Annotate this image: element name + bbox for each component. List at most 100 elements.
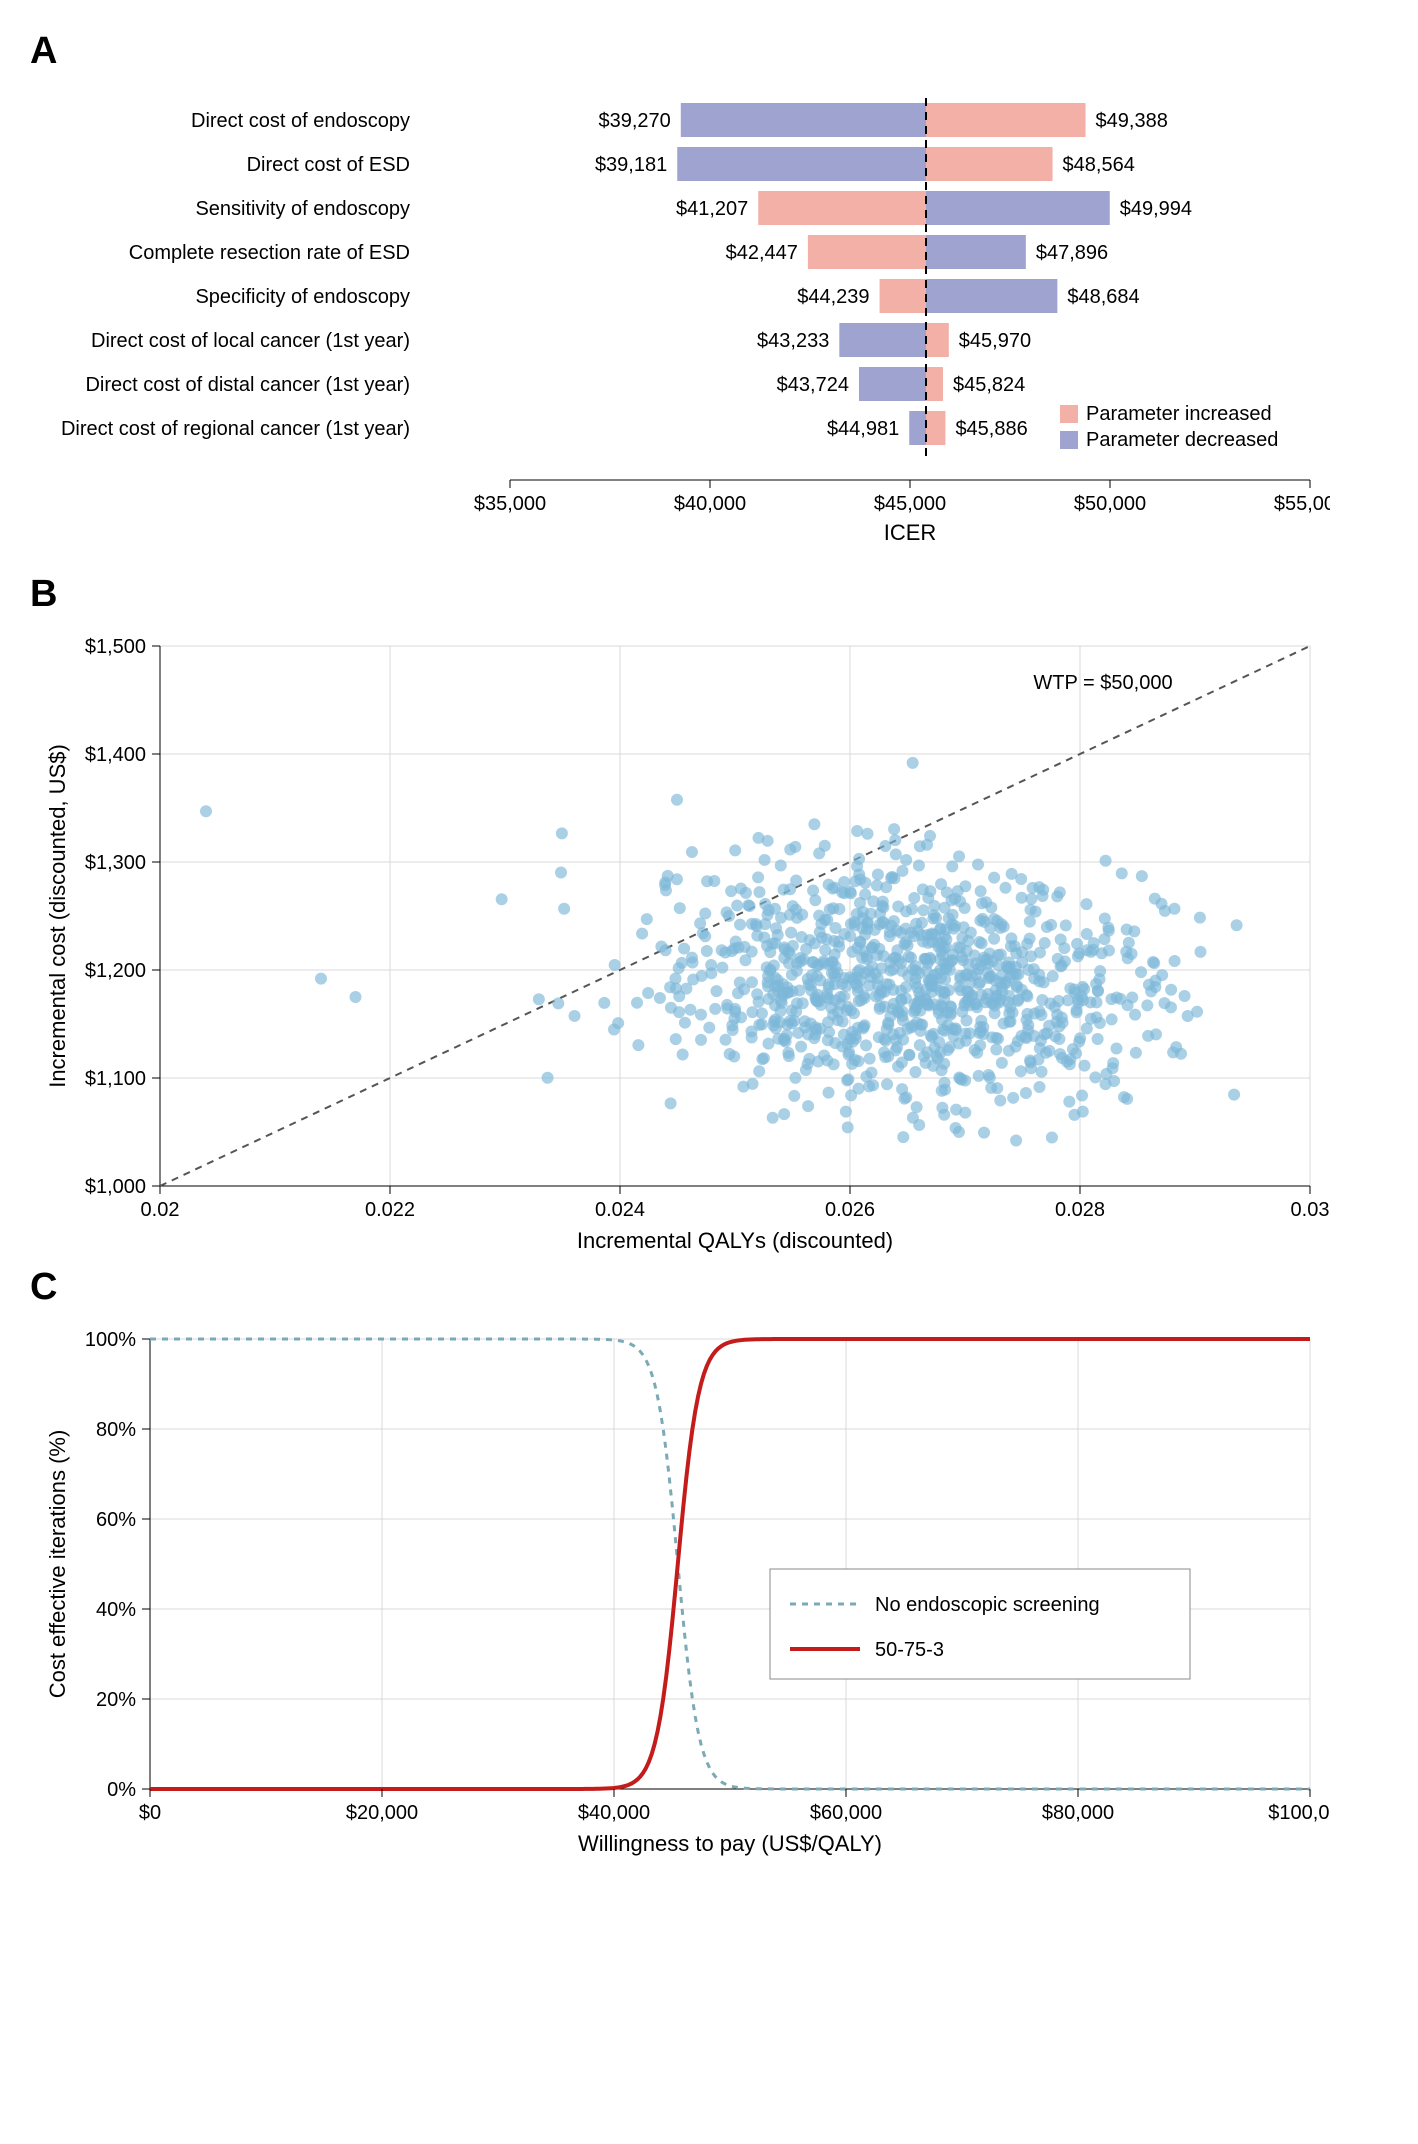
scatter-point <box>985 1082 997 1094</box>
scatter-point <box>764 965 776 977</box>
scatter-point <box>1078 1060 1090 1072</box>
scatter-point <box>949 893 961 905</box>
wtp-line <box>160 646 1310 1186</box>
scatter-point <box>959 1107 971 1119</box>
scatter-point <box>1136 870 1148 882</box>
scatter-point <box>746 946 758 958</box>
y-axis-label: Incremental cost (discounted, US$) <box>45 744 70 1088</box>
tornado-low-value: $39,270 <box>599 110 671 132</box>
tornado-bar-high <box>926 323 949 357</box>
scatter-point <box>775 995 787 1007</box>
tornado-bar-high <box>926 191 1110 225</box>
scatter-point <box>721 999 733 1011</box>
scatter-point <box>859 967 871 979</box>
x-tick-label: $40,000 <box>578 1802 650 1824</box>
scatter-point <box>972 858 984 870</box>
scatter-point <box>845 918 857 930</box>
scatter-point <box>1090 978 1102 990</box>
tornado-bar-high <box>926 411 945 445</box>
scatter-point <box>982 988 994 1000</box>
scatter-point <box>654 992 666 1004</box>
scatter-point <box>852 981 864 993</box>
scatter-point <box>810 994 822 1006</box>
scatter-point <box>1070 1047 1082 1059</box>
scatter-point <box>874 908 886 920</box>
scatter-point <box>862 828 874 840</box>
scatter-point <box>790 1005 802 1017</box>
scatter-point <box>953 850 965 862</box>
scatter-point <box>1046 1131 1058 1143</box>
tornado-high-value: $49,994 <box>1120 198 1192 220</box>
scatter-point <box>784 909 796 921</box>
scatter-point <box>710 985 722 997</box>
scatter-point <box>1003 1045 1015 1057</box>
scatter-outlier <box>200 805 212 817</box>
scatter-point <box>1100 855 1112 867</box>
scatter-point <box>1103 944 1115 956</box>
tornado-low-value: $43,233 <box>757 330 829 352</box>
scatter-point <box>612 1017 624 1029</box>
scatter-point <box>677 1048 689 1060</box>
scatter-point <box>1092 1033 1104 1045</box>
scatter-point <box>1020 1087 1032 1099</box>
scatter-point <box>783 1050 795 1062</box>
scatter-point <box>907 757 919 769</box>
tornado-high-value: $48,564 <box>1063 154 1135 176</box>
tornado-row-label: Specificity of endoscopy <box>195 286 410 308</box>
scatter-point <box>701 945 713 957</box>
scatter-point <box>723 910 735 922</box>
scatter-point <box>778 1108 790 1120</box>
tornado-row-label: Sensitivity of endoscopy <box>195 198 410 220</box>
scatter-point <box>814 1023 826 1035</box>
scatter-point <box>730 936 742 948</box>
scatter-point <box>665 1097 677 1109</box>
tornado-bar-low <box>677 147 926 181</box>
scatter-point <box>1111 991 1123 1003</box>
scatter-point <box>823 879 835 891</box>
scatter-point <box>794 952 806 964</box>
scatter-point <box>1033 881 1045 893</box>
scatter-point <box>990 1032 1002 1044</box>
scatter-point <box>684 1004 696 1016</box>
y-tick-label: $1,400 <box>85 744 146 766</box>
tornado-chart: Direct cost of endoscopy$39,270$49,388Di… <box>30 83 1330 573</box>
tornado-row-label: Direct cost of ESD <box>247 154 410 176</box>
x-tick-label: $80,000 <box>1042 1802 1114 1824</box>
scatter-point <box>996 969 1008 981</box>
legend-label-decreased: Parameter decreased <box>1086 429 1278 451</box>
scatter-point <box>1015 1065 1027 1077</box>
scatter-point <box>862 916 874 928</box>
scatter-point <box>994 994 1006 1006</box>
scatter-point <box>1110 1042 1122 1054</box>
tornado-high-value: $45,970 <box>959 330 1031 352</box>
scatter-point <box>1089 1071 1101 1083</box>
scatter-point <box>746 918 758 930</box>
scatter-point <box>943 912 955 924</box>
scatter-point <box>879 840 891 852</box>
scatter-point <box>1025 1056 1037 1068</box>
scatter-point <box>751 930 763 942</box>
scatter-point <box>1081 928 1093 940</box>
scatter-point <box>716 962 728 974</box>
scatter-point <box>1147 956 1159 968</box>
legend-label: 50-75-3 <box>875 1639 944 1661</box>
scatter-point <box>1135 966 1147 978</box>
scatter-point <box>946 860 958 872</box>
scatter-point <box>1030 906 1042 918</box>
scatter-point <box>1106 1013 1118 1025</box>
scatter-point <box>953 1126 965 1138</box>
scatter-point <box>928 969 940 981</box>
scatter-point <box>767 1019 779 1031</box>
scatter-point <box>770 922 782 934</box>
scatter-point <box>1116 867 1128 879</box>
scatter-point <box>705 967 717 979</box>
scatter-point <box>753 1065 765 1077</box>
scatter-point <box>694 917 706 929</box>
scatter-point <box>558 903 570 915</box>
scatter-point <box>555 867 567 879</box>
scatter-point <box>788 1090 800 1102</box>
scatter-point <box>990 1044 1002 1056</box>
scatter-point <box>1022 1019 1034 1031</box>
scatter-point <box>1034 1005 1046 1017</box>
scatter-point <box>1121 1093 1133 1105</box>
